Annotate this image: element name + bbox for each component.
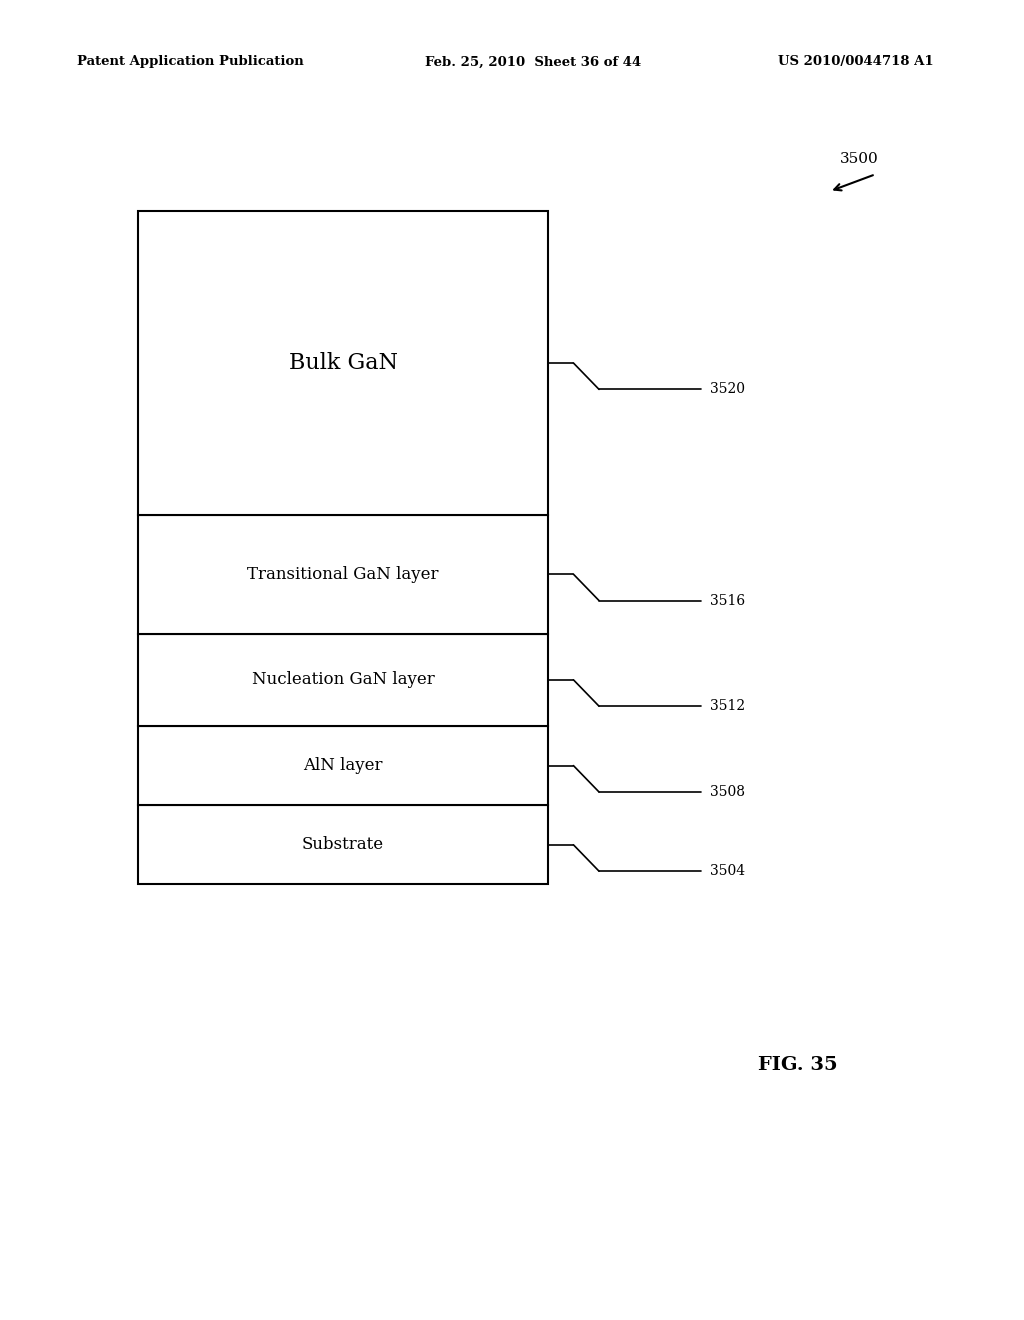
Text: 3508: 3508 <box>710 785 744 799</box>
Text: 3504: 3504 <box>710 865 744 878</box>
Bar <box>138 634 548 726</box>
Bar <box>138 726 548 805</box>
Text: Transitional GaN layer: Transitional GaN layer <box>247 566 439 582</box>
Text: 3516: 3516 <box>710 594 744 607</box>
Text: Feb. 25, 2010  Sheet 36 of 44: Feb. 25, 2010 Sheet 36 of 44 <box>425 55 641 69</box>
Bar <box>138 515 548 634</box>
Text: 3500: 3500 <box>840 152 879 166</box>
Text: FIG. 35: FIG. 35 <box>758 1056 838 1074</box>
Text: Substrate: Substrate <box>302 837 384 853</box>
Bar <box>138 805 548 884</box>
Text: 3520: 3520 <box>710 383 744 396</box>
Text: Bulk GaN: Bulk GaN <box>289 352 397 374</box>
Bar <box>138 211 548 515</box>
Text: 3512: 3512 <box>710 700 744 713</box>
Text: Nucleation GaN layer: Nucleation GaN layer <box>252 672 434 688</box>
Text: US 2010/0044718 A1: US 2010/0044718 A1 <box>778 55 934 69</box>
Text: Patent Application Publication: Patent Application Publication <box>77 55 303 69</box>
Text: AlN layer: AlN layer <box>303 758 383 774</box>
